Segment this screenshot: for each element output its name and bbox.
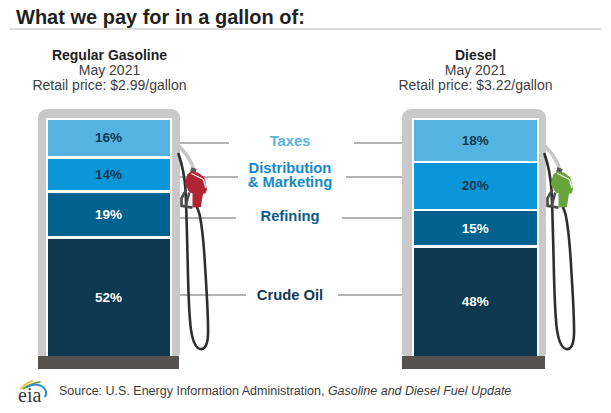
svg-text:eia: eia <box>18 384 41 406</box>
